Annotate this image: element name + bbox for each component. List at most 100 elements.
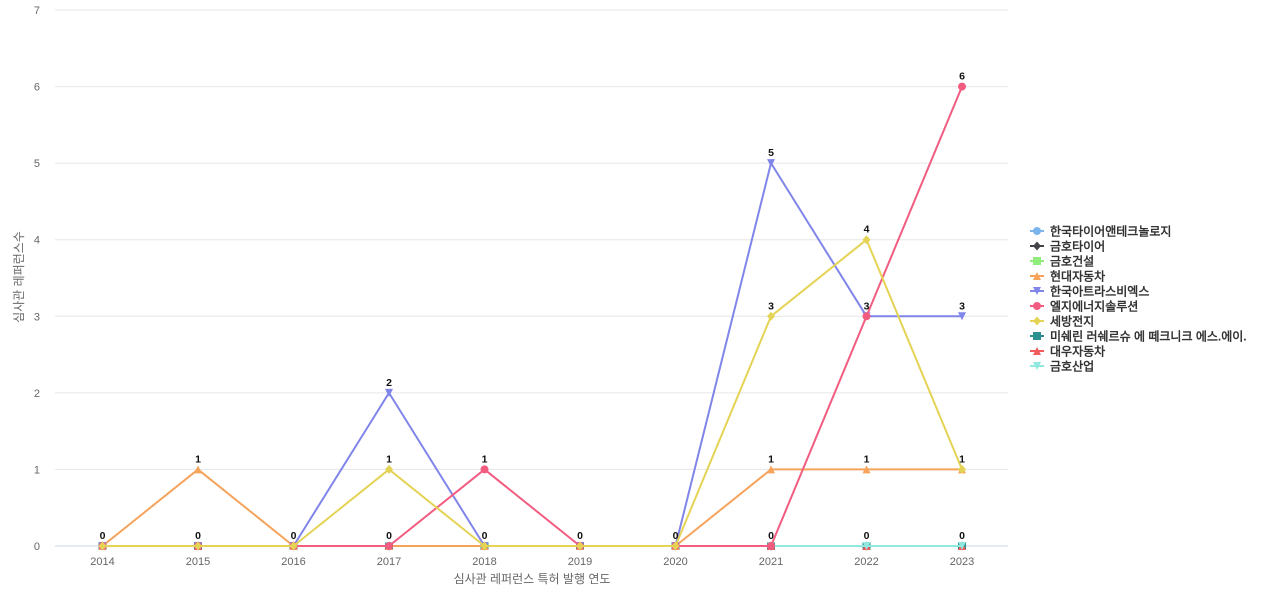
y-tick-label: 1 [34, 464, 40, 476]
data-point [98, 541, 107, 551]
data-point [767, 542, 775, 550]
legend-item[interactable]: 금호산업 [1030, 359, 1094, 374]
data-label: 6 [959, 71, 965, 83]
data-label: 1 [482, 453, 488, 465]
data-point [671, 541, 680, 551]
data-label: 1 [768, 453, 774, 465]
data-point [958, 82, 966, 91]
x-tick-label: 2016 [281, 556, 305, 568]
x-tick-label: 2023 [950, 556, 974, 568]
data-point [862, 542, 871, 550]
data-point [576, 541, 584, 551]
y-tick-label: 4 [34, 235, 40, 247]
legend-marker [1033, 332, 1041, 340]
data-label: 4 [864, 224, 870, 236]
legend-marker [1033, 347, 1041, 355]
data-label: 0 [482, 530, 488, 542]
legend-label: 대우자동차 [1050, 344, 1105, 359]
x-tick-label: 2018 [472, 556, 496, 568]
legend-item[interactable]: 한국아트라스비엑스 [1030, 284, 1149, 299]
legend-label: 한국아트라스비엑스 [1050, 284, 1149, 299]
data-label: 0 [195, 530, 201, 542]
x-tick-label: 2019 [568, 556, 592, 568]
series-line [102, 238, 963, 547]
data-label: 1 [959, 453, 965, 465]
legend-marker [1033, 316, 1041, 326]
legend: 한국타이어앤테크놀로지금호타이어금호건설현대자동차한국아트라스비엑스엘지에너지솔… [1030, 224, 1247, 374]
data-point [194, 541, 202, 551]
data-point [385, 464, 393, 474]
legend-label: 한국타이어앤테크놀로지 [1050, 224, 1171, 239]
y-tick-label: 2 [34, 388, 40, 400]
x-tick-label: 2014 [90, 556, 114, 568]
legend-label: 금호타이어 [1050, 239, 1105, 254]
y-axis-ticks: 0 1 2 3 4 5 6 7 [34, 5, 40, 553]
legend-item[interactable]: 한국타이어앤테크놀로지 [1030, 224, 1171, 239]
legend-label: 금호건설 [1050, 254, 1094, 269]
series-4 [98, 159, 966, 550]
y-tick-label: 6 [34, 82, 40, 94]
data-label: 1 [864, 453, 870, 465]
legend-marker [1033, 287, 1041, 295]
legend-item[interactable]: 엘지에너지솔루션 [1030, 299, 1138, 314]
data-label: 0 [768, 530, 774, 542]
x-axis-title: 심사관 레퍼런스 특허 발행 연도 [454, 571, 611, 586]
data-label: 0 [291, 530, 297, 542]
series-line [102, 162, 962, 547]
x-tick-label: 2021 [759, 556, 783, 568]
data-label: 3 [959, 300, 965, 312]
series-lines [98, 82, 966, 551]
legend-marker [1033, 257, 1041, 265]
data-point [767, 465, 775, 474]
gridlines [55, 9, 1008, 547]
legend-marker [1033, 241, 1041, 251]
legend-item[interactable]: 미쉐린 러쉐르슈 에 떼크니크 에스.에이. [1030, 329, 1247, 344]
data-point [289, 541, 298, 551]
data-point [194, 465, 202, 474]
data-label: 0 [100, 530, 106, 542]
x-tick-label: 2022 [854, 556, 878, 568]
legend-label: 금호산업 [1050, 359, 1094, 374]
legend-marker [1033, 227, 1041, 235]
legend-item[interactable]: 대우자동차 [1030, 344, 1105, 359]
legend-item[interactable]: 세방전지 [1030, 314, 1094, 329]
x-tick-label: 2020 [663, 556, 687, 568]
data-point [958, 312, 966, 321]
x-tick-label: 2015 [186, 556, 210, 568]
data-label: 5 [768, 147, 774, 159]
y-tick-label: 0 [34, 541, 40, 553]
data-label: 0 [864, 530, 870, 542]
y-tick-label: 7 [34, 5, 40, 17]
legend-marker [1033, 272, 1041, 280]
data-label: 1 [195, 453, 201, 465]
legend-label: 세방전지 [1050, 314, 1094, 329]
data-label: 3 [864, 300, 870, 312]
legend-item[interactable]: 현대자동차 [1030, 269, 1105, 284]
data-label: 1 [386, 453, 392, 465]
data-point [862, 465, 871, 474]
y-tick-label: 5 [34, 158, 40, 170]
data-labels: 0 1 0 0 2 1 0 1 0 0 0 5 3 1 0 4 3 1 0 6 3 1 0 [100, 71, 966, 542]
data-point [767, 159, 775, 168]
legend-item[interactable]: 금호타이어 [1030, 239, 1105, 254]
y-tick-label: 3 [34, 311, 40, 323]
data-point [767, 311, 775, 321]
legend-item[interactable]: 금호건설 [1030, 254, 1094, 269]
data-point [480, 465, 489, 474]
data-label: 3 [768, 300, 774, 312]
data-label: 0 [386, 530, 392, 542]
data-label: 2 [386, 377, 392, 389]
legend-label: 엘지에너지솔루션 [1050, 299, 1138, 314]
data-label: 0 [673, 530, 679, 542]
data-point [385, 388, 393, 397]
data-point [862, 235, 871, 245]
data-point [862, 312, 871, 321]
data-point [958, 542, 966, 550]
x-tick-label: 2017 [377, 556, 401, 568]
legend-marker [1033, 302, 1041, 310]
data-point [385, 542, 393, 550]
legend-label: 미쉐린 러쉐르슈 에 떼크니크 에스.에이. [1050, 329, 1247, 344]
data-point [480, 541, 489, 551]
y-axis-title: 심사관 레퍼런스수 [12, 231, 26, 323]
